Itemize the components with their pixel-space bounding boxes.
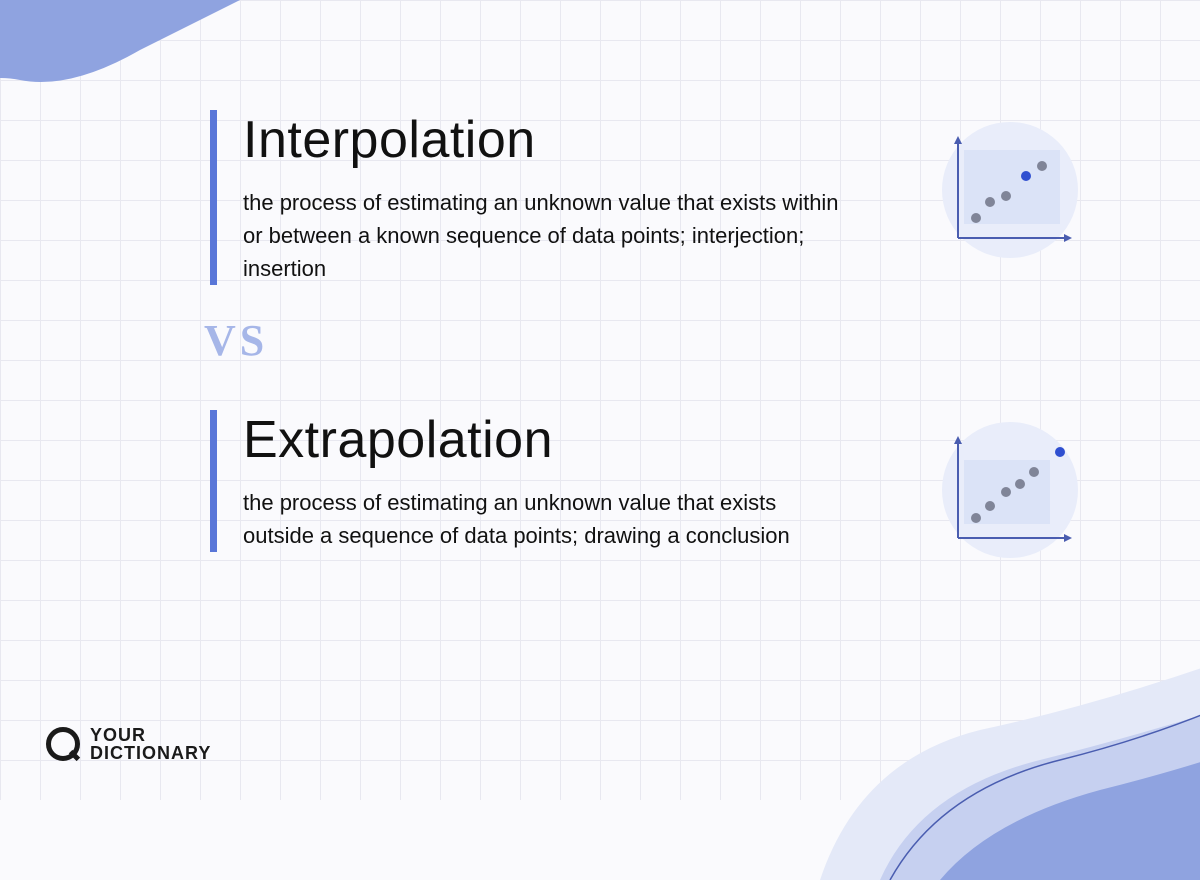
brand-logo: YOUR DICTIONARY: [46, 726, 211, 762]
interpolation-chart: [920, 110, 1090, 280]
extrapolation-text-block: Extrapolation the process of estimating …: [210, 410, 850, 552]
extrapolation-chart-svg: [920, 410, 1090, 580]
extrapolation-chart: [920, 410, 1090, 580]
logo-line1: YOUR: [90, 726, 211, 744]
extrapolation-definition: the process of estimating an unknown val…: [243, 486, 850, 552]
extrapolation-title: Extrapolation: [243, 410, 850, 470]
entry-extrapolation: Extrapolation the process of estimating …: [210, 410, 1120, 580]
entry-interpolation: Interpolation the process of estimating …: [210, 110, 1120, 285]
interpolation-definition: the process of estimating an unknown val…: [243, 186, 850, 285]
decorative-blob-bottom-right: [760, 560, 1200, 880]
logo-line2: DICTIONARY: [90, 744, 211, 762]
magnifier-icon: [46, 727, 80, 761]
interpolation-chart-svg: [920, 110, 1090, 280]
interpolation-title: Interpolation: [243, 110, 850, 170]
main-content: Interpolation the process of estimating …: [0, 0, 1200, 580]
vs-divider: VS: [204, 315, 1120, 366]
logo-text: YOUR DICTIONARY: [90, 726, 211, 762]
interpolation-text-block: Interpolation the process of estimating …: [210, 110, 850, 285]
